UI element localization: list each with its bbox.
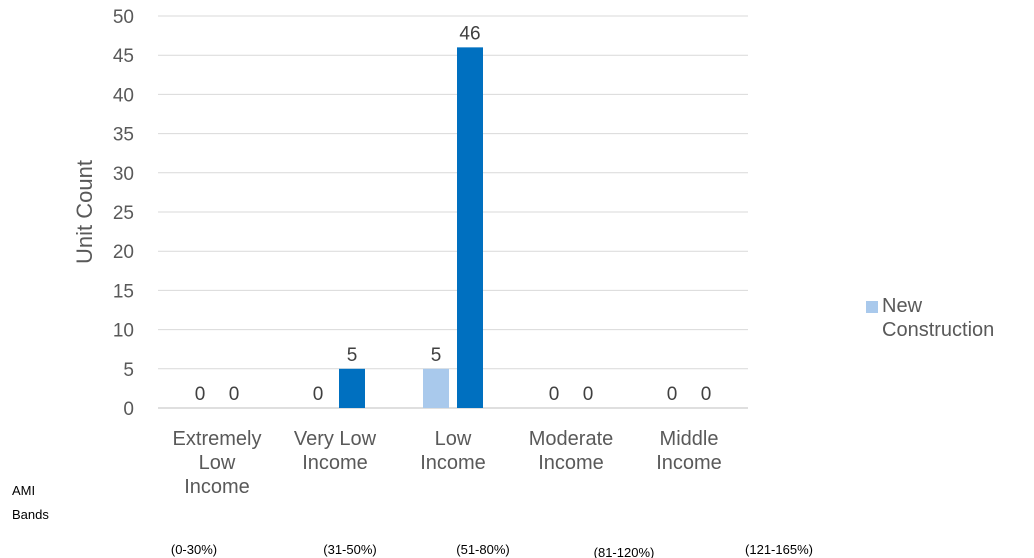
data-label: 46 bbox=[459, 23, 480, 44]
ami-range-label: (81-120%) bbox=[594, 545, 655, 558]
category-label-line: Income bbox=[656, 452, 722, 474]
legend-entry-line: New bbox=[882, 295, 923, 317]
ami-range-labels: (0-30%) (31-50%) (51-80%) (81-120%) (121-165… bbox=[171, 542, 813, 558]
ami-bands-line: AMI bbox=[12, 483, 35, 498]
category-label-line: Income bbox=[538, 452, 604, 474]
category-label-line: Very Low bbox=[294, 428, 377, 450]
data-label: 0 bbox=[195, 384, 206, 405]
category-label-line: Low bbox=[435, 428, 472, 450]
data-label: 5 bbox=[347, 345, 358, 366]
y-axis-ticks: 0 5 10 15 20 25 30 35 40 45 50 bbox=[113, 7, 134, 420]
data-label: 5 bbox=[431, 345, 442, 366]
y-tick-label: 25 bbox=[113, 203, 134, 224]
category-label-line: Moderate bbox=[529, 428, 614, 450]
y-tick-label: 10 bbox=[113, 321, 134, 342]
category-label: Extremely Low Income bbox=[173, 428, 262, 498]
y-axis-title: Unit Count bbox=[72, 160, 97, 264]
category-label: Moderate Income bbox=[529, 428, 614, 474]
legend-swatch bbox=[866, 301, 878, 313]
y-tick-label: 5 bbox=[123, 360, 134, 381]
y-tick-label: 0 bbox=[123, 399, 134, 420]
ami-bands-line: Bands bbox=[12, 507, 49, 522]
gridlines bbox=[158, 15, 748, 409]
y-tick-label: 50 bbox=[113, 7, 134, 28]
data-label: 0 bbox=[667, 384, 678, 405]
bar-series-2 bbox=[457, 47, 483, 409]
ami-bands-text: AMI Bands bbox=[12, 483, 49, 522]
data-label: 0 bbox=[229, 384, 240, 405]
category-label: Middle Income bbox=[656, 428, 722, 474]
y-tick-label: 40 bbox=[113, 85, 134, 106]
data-label: 0 bbox=[313, 384, 324, 405]
legend: New Construction bbox=[866, 295, 994, 341]
ami-range-label: (31-50%) bbox=[323, 542, 376, 557]
category-label: Low Income bbox=[420, 428, 486, 474]
ami-bands-label: AMI Bands bbox=[12, 483, 49, 522]
y-tick-label: 30 bbox=[113, 164, 134, 185]
category-label-line: Income bbox=[420, 452, 486, 474]
ami-range-label: (121-165%) bbox=[745, 542, 813, 557]
category-label: Very Low Income bbox=[294, 428, 377, 474]
data-label: 0 bbox=[701, 384, 712, 405]
category-label-line: Income bbox=[302, 452, 368, 474]
data-label: 0 bbox=[549, 384, 560, 405]
legend-entry: New Construction bbox=[882, 295, 994, 341]
bars bbox=[339, 47, 483, 409]
y-tick-label: 15 bbox=[113, 281, 134, 302]
y-tick-label: 45 bbox=[113, 46, 134, 67]
ami-range-label: (51-80%) bbox=[456, 542, 509, 557]
category-label-line: Extremely bbox=[173, 428, 262, 450]
data-label: 0 bbox=[583, 384, 594, 405]
category-label-line: Income bbox=[184, 476, 250, 498]
y-tick-label: 20 bbox=[113, 242, 134, 263]
ami-range-label: (0-30%) bbox=[171, 542, 217, 557]
bar-series-2 bbox=[339, 368, 365, 408]
category-label-line: Middle bbox=[660, 428, 719, 450]
legend-entry-line: Construction bbox=[882, 319, 994, 341]
category-label-line: Low bbox=[199, 452, 236, 474]
data-labels: 0 0 5 0 0 0 5 46 0 0 bbox=[195, 23, 712, 405]
y-tick-label: 35 bbox=[113, 125, 134, 146]
bar-series-1 bbox=[423, 368, 449, 408]
